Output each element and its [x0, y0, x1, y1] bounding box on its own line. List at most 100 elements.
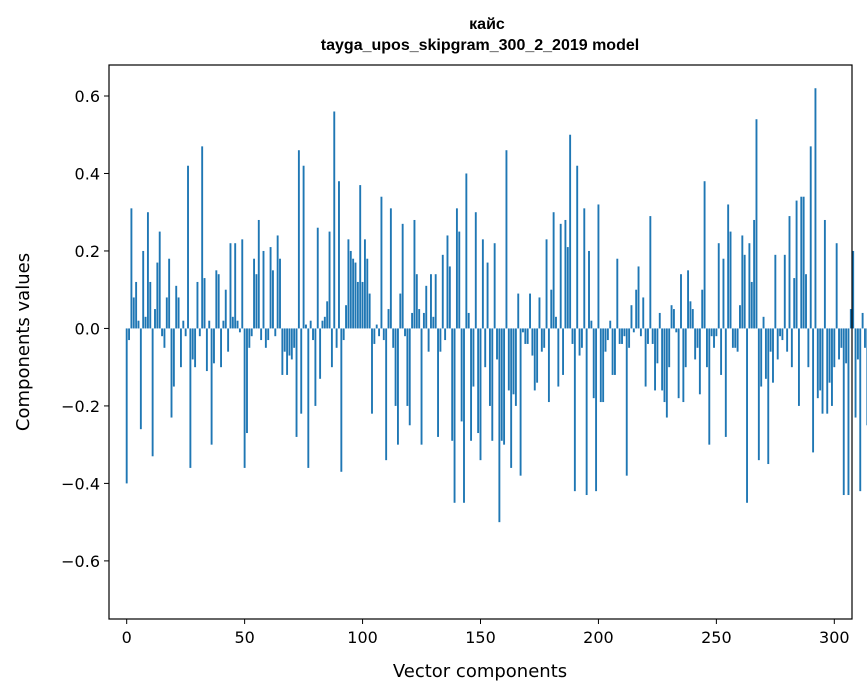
bar-141 — [458, 231, 461, 329]
bar-274 — [772, 328, 774, 383]
bar-169 — [524, 328, 527, 344]
bar-50 — [243, 328, 246, 468]
bar-201 — [599, 328, 602, 403]
bar-53 — [250, 328, 253, 337]
bar-176 — [540, 328, 543, 352]
bar-126 — [422, 312, 425, 329]
bar-276 — [776, 328, 779, 360]
bar-132 — [437, 328, 439, 437]
bar-130 — [432, 316, 435, 329]
bar-279 — [783, 254, 786, 329]
bar-107 — [378, 328, 381, 337]
bar-300 — [833, 328, 836, 368]
bar-88 — [333, 111, 336, 329]
bar-142 — [460, 328, 463, 422]
bar-57 — [260, 328, 263, 341]
bar-136 — [446, 235, 449, 329]
bar-278 — [781, 328, 784, 341]
bar-89 — [335, 328, 338, 348]
bar-193 — [580, 328, 583, 348]
bar-87 — [330, 328, 333, 368]
bar-269 — [760, 328, 763, 387]
bar-311 — [859, 328, 862, 492]
bar-284 — [795, 200, 798, 329]
bar-63 — [274, 328, 277, 337]
bar-79 — [312, 328, 314, 341]
bar-56 — [257, 219, 260, 329]
bar-61 — [269, 247, 272, 329]
bar-268 — [757, 328, 760, 461]
bar-220 — [644, 328, 647, 387]
bar-218 — [639, 328, 642, 337]
bar-67 — [283, 328, 286, 352]
bar-4 — [135, 281, 138, 329]
bar-234 — [677, 328, 680, 399]
bar-129 — [430, 274, 432, 329]
bar-150 — [479, 328, 482, 461]
x-axis-label: Vector components — [393, 661, 567, 682]
bar-139 — [453, 328, 456, 503]
bar-84 — [323, 316, 326, 329]
bar-301 — [835, 243, 838, 329]
bar-151 — [481, 239, 484, 329]
bar-103 — [368, 293, 371, 329]
bar-182 — [555, 316, 557, 329]
y-tick-label: −0.6 — [61, 552, 100, 571]
bar-294 — [819, 328, 822, 391]
bar-45 — [231, 316, 234, 329]
bar-74 — [300, 328, 303, 414]
bar-124 — [418, 309, 421, 329]
bar-47 — [236, 320, 239, 329]
bar-120 — [408, 328, 411, 426]
bar-94 — [347, 239, 350, 329]
bar-97 — [354, 262, 357, 329]
bar-175 — [538, 297, 541, 329]
bar-21 — [175, 285, 178, 329]
bar-1 — [128, 328, 130, 341]
bar-196 — [588, 250, 590, 329]
bar-214 — [630, 305, 633, 329]
bar-249 — [713, 328, 715, 348]
bar-194 — [583, 208, 586, 329]
bar-16 — [163, 328, 166, 348]
bar-17 — [165, 297, 168, 329]
bar-283 — [793, 278, 796, 329]
bar-98 — [356, 281, 359, 329]
bar-111 — [387, 309, 390, 329]
bar-162 — [507, 328, 510, 391]
bar-174 — [536, 328, 539, 383]
bar-237 — [684, 328, 687, 368]
bar-246 — [705, 328, 708, 368]
bar-299 — [831, 328, 833, 406]
bar-167 — [519, 328, 522, 476]
bar-48 — [238, 328, 241, 333]
bar-152 — [484, 328, 487, 368]
bar-180 — [550, 289, 553, 329]
bar-297 — [826, 328, 829, 414]
bar-291 — [812, 328, 815, 453]
bar-295 — [821, 328, 824, 414]
bar-15 — [161, 328, 164, 337]
bar-200 — [597, 204, 600, 329]
bar-41 — [222, 320, 225, 329]
bar-42 — [224, 289, 227, 329]
bar-238 — [687, 270, 690, 329]
bar-101 — [363, 239, 366, 329]
bar-211 — [623, 328, 626, 337]
bar-127 — [425, 285, 428, 329]
bar-128 — [427, 328, 430, 352]
bar-229 — [665, 328, 668, 418]
bar-58 — [262, 250, 265, 329]
bar-256 — [729, 231, 732, 329]
bar-173 — [533, 328, 536, 391]
bar-177 — [543, 328, 546, 348]
bar-157 — [496, 328, 498, 360]
bar-160 — [503, 328, 506, 445]
bar-190 — [573, 328, 576, 492]
bar-293 — [816, 328, 819, 399]
bar-244 — [701, 289, 704, 329]
bar-225 — [656, 328, 659, 364]
bar-156 — [493, 243, 496, 329]
bar-298 — [828, 328, 831, 383]
